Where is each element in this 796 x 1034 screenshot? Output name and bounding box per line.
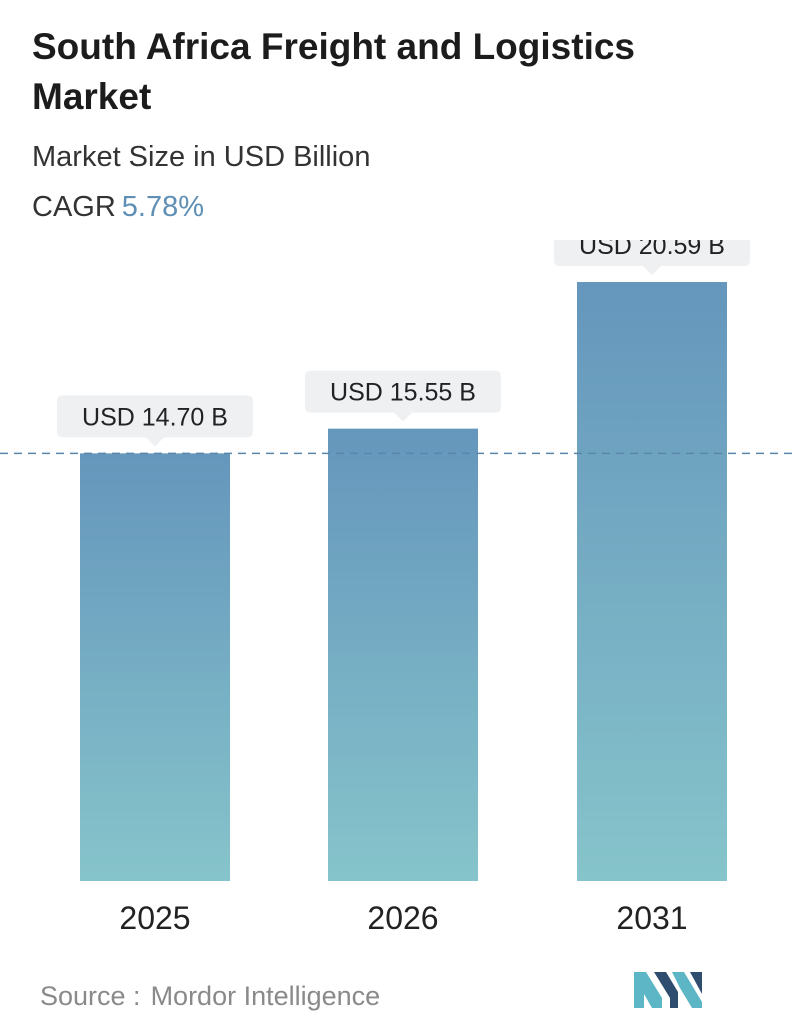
logo-shape-middle — [654, 972, 678, 1008]
data-label-2026: USD 15.55 B — [330, 379, 476, 407]
bar-chart: USD 14.70 B 2025 USD 15.55 B 2026 USD 20.59 … — [0, 240, 796, 936]
logo-shape-right — [672, 972, 702, 1008]
data-label-2025: USD 14.70 B — [82, 403, 228, 431]
chart-subtitle: Market Size in USD Billion — [32, 141, 371, 173]
mordor-logo — [634, 972, 702, 1008]
value-callout-bg — [305, 370, 501, 422]
x-tick-label-2026: 2026 — [367, 900, 438, 936]
source-name: Mordor Intelligence — [150, 981, 381, 1011]
value-callout-bg — [554, 240, 750, 276]
cagr-value: 5.78% — [121, 191, 205, 223]
source-label: Source : — [40, 981, 141, 1011]
logo-shape-left — [634, 972, 662, 1008]
logo-shape-bar — [690, 972, 702, 994]
value-callout-2026: USD 15.55 B — [305, 370, 501, 422]
value-callout-2025: USD 14.70 B — [57, 395, 253, 447]
bar-2026 — [328, 428, 478, 881]
x-tick-label-2031: 2031 — [616, 900, 687, 936]
data-label-2031: USD 20.59 B — [579, 240, 725, 260]
chart-title: South Africa Freight and Logistics Marke… — [32, 26, 636, 117]
cagr-label: CAGR — [32, 191, 116, 223]
bar-2031 — [577, 282, 727, 881]
value-callout-2031: USD 20.59 B — [554, 240, 750, 276]
cagr-line: CAGR 5.78% — [32, 188, 204, 226]
value-callout-bg — [57, 395, 253, 447]
bar-2025 — [80, 453, 230, 881]
source-note: Source : Mordor Intelligence — [34, 978, 380, 1014]
x-tick-label-2025: 2025 — [119, 900, 190, 936]
